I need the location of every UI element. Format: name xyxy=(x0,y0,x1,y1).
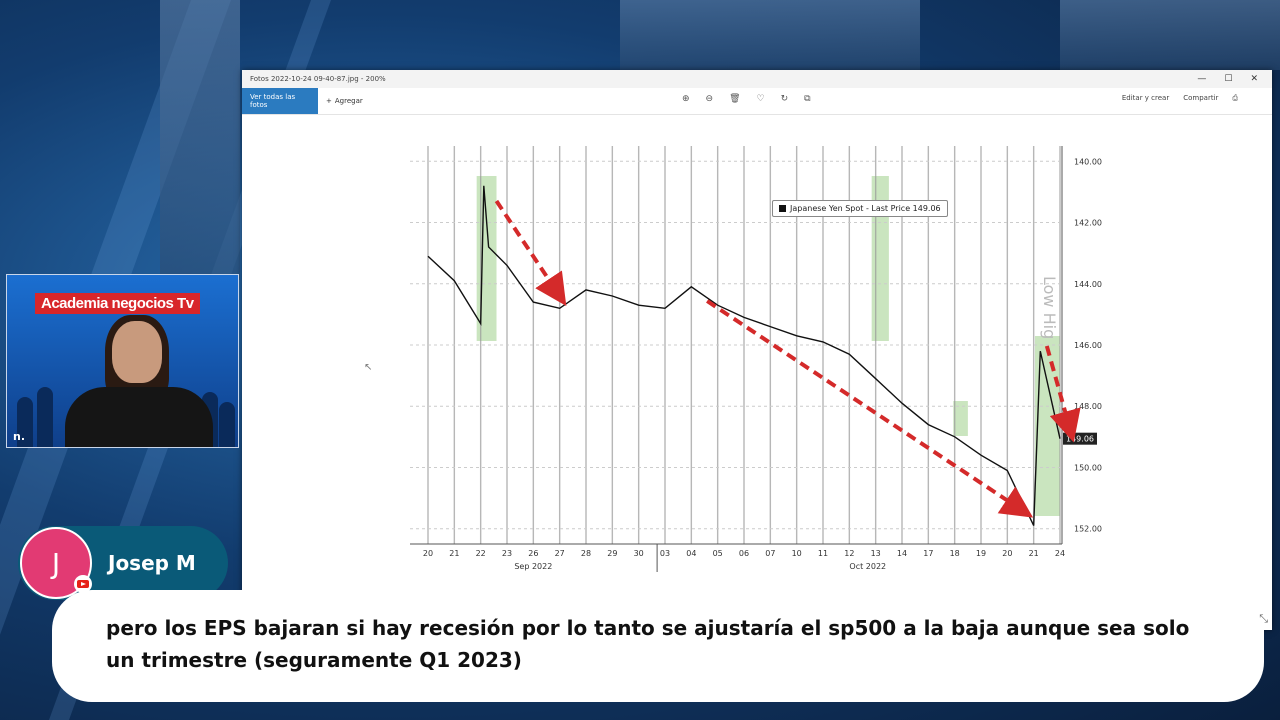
view-all-photos-label: Ver todas las fotos xyxy=(250,93,296,109)
x-tick-label: 27 xyxy=(555,549,565,558)
chart-legend: Japanese Yen Spot - Last Price 149.06 xyxy=(772,200,948,217)
x-tick-label: 21 xyxy=(1029,549,1039,558)
x-tick-label: 26 xyxy=(528,549,538,558)
youtube-icon xyxy=(74,575,92,593)
intervention-highlight xyxy=(1034,336,1061,516)
delete-icon[interactable]: 🗑 xyxy=(729,94,741,104)
y-tick-label: 150.00 xyxy=(1074,463,1102,472)
window-controls: — ☐ ✕ xyxy=(1197,74,1272,84)
viewer-titlebar: Fotos 2022-10-24 09-40-87.jpg - 200% — ☐… xyxy=(242,70,1272,88)
x-tick-label: 29 xyxy=(607,549,617,558)
channel-title: Academia negocios Tv xyxy=(35,293,200,314)
avatar: J xyxy=(20,527,92,599)
x-tick-label: 13 xyxy=(871,549,881,558)
x-tick-label: 24 xyxy=(1055,549,1065,558)
last-price-label: 149.06 xyxy=(1066,435,1094,444)
add-button[interactable]: + Agregar xyxy=(318,97,371,105)
chart-svg: 140.00 142.00 144.00 146.00 148.00 150.00 152.… xyxy=(410,146,1102,572)
x-tick-label: 11 xyxy=(818,549,828,558)
intervention-highlight xyxy=(953,401,968,436)
presenter-face xyxy=(112,321,162,383)
maximize-button[interactable]: ☐ xyxy=(1224,74,1233,84)
y-tick-label: 146.00 xyxy=(1074,341,1102,350)
side-watermark: Low Hig xyxy=(1040,276,1059,339)
zoom-out-icon[interactable]: ⊖ xyxy=(705,94,714,104)
channel-logo: n. xyxy=(13,430,26,443)
viewer-toolbar: Ver todas las fotos + Agregar xyxy=(242,88,1272,115)
x-tick-label: 19 xyxy=(976,549,986,558)
background-silhouette xyxy=(219,402,235,447)
x-tick-label: 22 xyxy=(476,549,486,558)
yen-chart: 140.00 142.00 144.00 146.00 148.00 150.00 152.… xyxy=(402,146,1122,586)
viewer-right-tools: Editar y crear Compartir ⎙ xyxy=(1122,94,1238,103)
webcam-overlay: Academia negocios Tv n. xyxy=(6,274,239,448)
y-tick-label: 152.00 xyxy=(1074,525,1102,534)
x-tick-label: 20 xyxy=(423,549,433,558)
background-silhouette xyxy=(37,387,53,447)
x-tick-label: 17 xyxy=(923,549,933,558)
y-tick-label: 148.00 xyxy=(1074,402,1102,411)
x-tick-label: 06 xyxy=(739,549,749,558)
x-tick-label: 10 xyxy=(792,549,802,558)
favorite-icon[interactable]: ♡ xyxy=(756,94,765,104)
minimize-button[interactable]: — xyxy=(1197,74,1207,84)
x-tick-label: 12 xyxy=(844,549,854,558)
background-building xyxy=(1060,0,1280,70)
plus-icon: + xyxy=(326,97,332,105)
x-tick-label: 18 xyxy=(950,549,960,558)
crop-icon[interactable]: ⧉ xyxy=(804,94,811,104)
avatar-initial: J xyxy=(51,546,61,580)
print-icon[interactable]: ⎙ xyxy=(1232,94,1238,102)
chat-author-pill: J Josep M xyxy=(18,526,228,600)
month-label: Oct 2022 xyxy=(849,562,886,571)
background-building xyxy=(160,0,240,280)
rotate-icon[interactable]: ↻ xyxy=(780,94,789,104)
edit-create-button[interactable]: Editar y crear xyxy=(1121,94,1170,102)
viewer-title: Fotos 2022-10-24 09-40-87.jpg - 200% xyxy=(250,75,386,83)
y-tick-label: 142.00 xyxy=(1074,219,1102,228)
down-arrow-annotation xyxy=(1044,345,1081,443)
image-tools: ⊕ ⊖ 🗑 ♡ ↻ ⧉ xyxy=(682,94,811,104)
x-tick-label: 21 xyxy=(449,549,459,558)
legend-label: Japanese Yen Spot - Last Price 149.06 xyxy=(790,204,941,213)
photo-viewer-window: Fotos 2022-10-24 09-40-87.jpg - 200% — ☐… xyxy=(242,70,1272,630)
x-tick-label: 04 xyxy=(686,549,696,558)
x-tick-label: 23 xyxy=(502,549,512,558)
x-tick-label: 20 xyxy=(1002,549,1012,558)
add-label: Agregar xyxy=(334,97,363,105)
x-tick-label: 14 xyxy=(897,549,907,558)
resize-icon[interactable]: ⤡ xyxy=(1259,612,1268,625)
author-name: Josep M xyxy=(108,551,196,575)
zoom-in-icon[interactable]: ⊕ xyxy=(682,94,690,104)
price-line-series xyxy=(427,185,1061,526)
presenter-body xyxy=(65,387,213,447)
y-tick-label: 140.00 xyxy=(1074,157,1102,166)
view-all-photos-button[interactable]: Ver todas las fotos xyxy=(242,88,318,114)
x-tick-label: 30 xyxy=(634,549,644,558)
background-building xyxy=(620,0,920,70)
mouse-cursor-icon: ↖ xyxy=(364,362,373,373)
legend-swatch xyxy=(779,205,786,212)
x-tick-label: 05 xyxy=(713,549,723,558)
x-tick-label: 28 xyxy=(581,549,591,558)
chat-message-text: pero los EPS bajaran si hay recesión por… xyxy=(106,616,1190,672)
month-label: Sep 2022 xyxy=(514,562,552,571)
y-tick-label: 144.00 xyxy=(1074,280,1102,289)
background-silhouette xyxy=(17,397,33,447)
share-button[interactable]: Compartir xyxy=(1183,94,1219,102)
x-tick-label: 07 xyxy=(765,549,775,558)
chat-message: pero los EPS bajaran si hay recesión por… xyxy=(52,590,1264,702)
down-arrow-annotation xyxy=(494,199,567,306)
intervention-highlight xyxy=(476,176,497,341)
close-button[interactable]: ✕ xyxy=(1250,74,1258,84)
x-tick-label: 03 xyxy=(660,549,670,558)
